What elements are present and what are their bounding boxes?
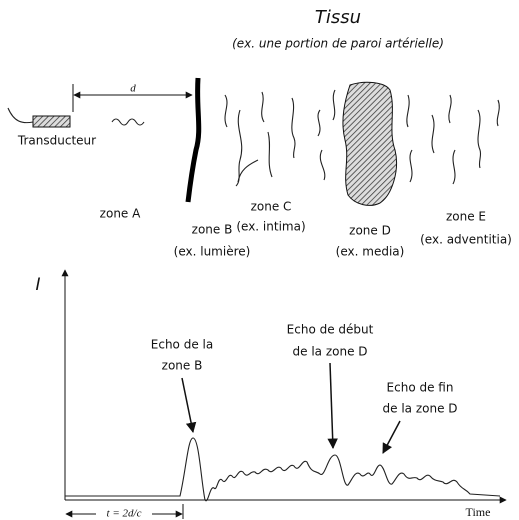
zone-example: (ex. adventitia) bbox=[420, 233, 512, 247]
wall bbox=[185, 77, 202, 203]
annotation-arrow bbox=[382, 420, 401, 454]
media-blob bbox=[342, 81, 397, 206]
annotation: Echo de la bbox=[151, 338, 213, 352]
zone-example: (ex. lumière) bbox=[174, 245, 251, 259]
zone-example: (ex. media) bbox=[336, 245, 405, 259]
annotation: Echo de fin bbox=[387, 381, 454, 395]
annotation: de la zone D bbox=[383, 402, 458, 416]
distance-label: d bbox=[130, 83, 136, 95]
subtitle: (ex. une portion de paroi artérielle) bbox=[232, 37, 444, 51]
annotation-arrow bbox=[181, 377, 197, 434]
zone-name: zone C bbox=[251, 200, 292, 214]
zone-name: zone B bbox=[192, 223, 233, 237]
zone-example: (ex. intima) bbox=[236, 220, 305, 234]
annotation: zone B bbox=[162, 359, 203, 373]
title: Tissu bbox=[315, 7, 361, 28]
zone-name: zone E bbox=[446, 210, 486, 224]
annotation-arrow bbox=[327, 362, 338, 450]
fibers bbox=[224, 89, 500, 187]
cable bbox=[7, 107, 34, 124]
zone-name: zone A bbox=[100, 207, 141, 221]
y-label: I bbox=[35, 275, 40, 295]
x-label: Time bbox=[466, 505, 491, 519]
transducer bbox=[32, 115, 71, 128]
wave bbox=[111, 118, 145, 126]
zone-name: zone D bbox=[349, 224, 391, 238]
echo-signal bbox=[65, 437, 501, 502]
delay-label: t = 2d/c bbox=[107, 508, 142, 520]
annotation: Echo de début bbox=[287, 323, 374, 337]
transducer-label: Transducteur bbox=[17, 134, 96, 148]
annotation: de la zone D bbox=[293, 345, 368, 359]
